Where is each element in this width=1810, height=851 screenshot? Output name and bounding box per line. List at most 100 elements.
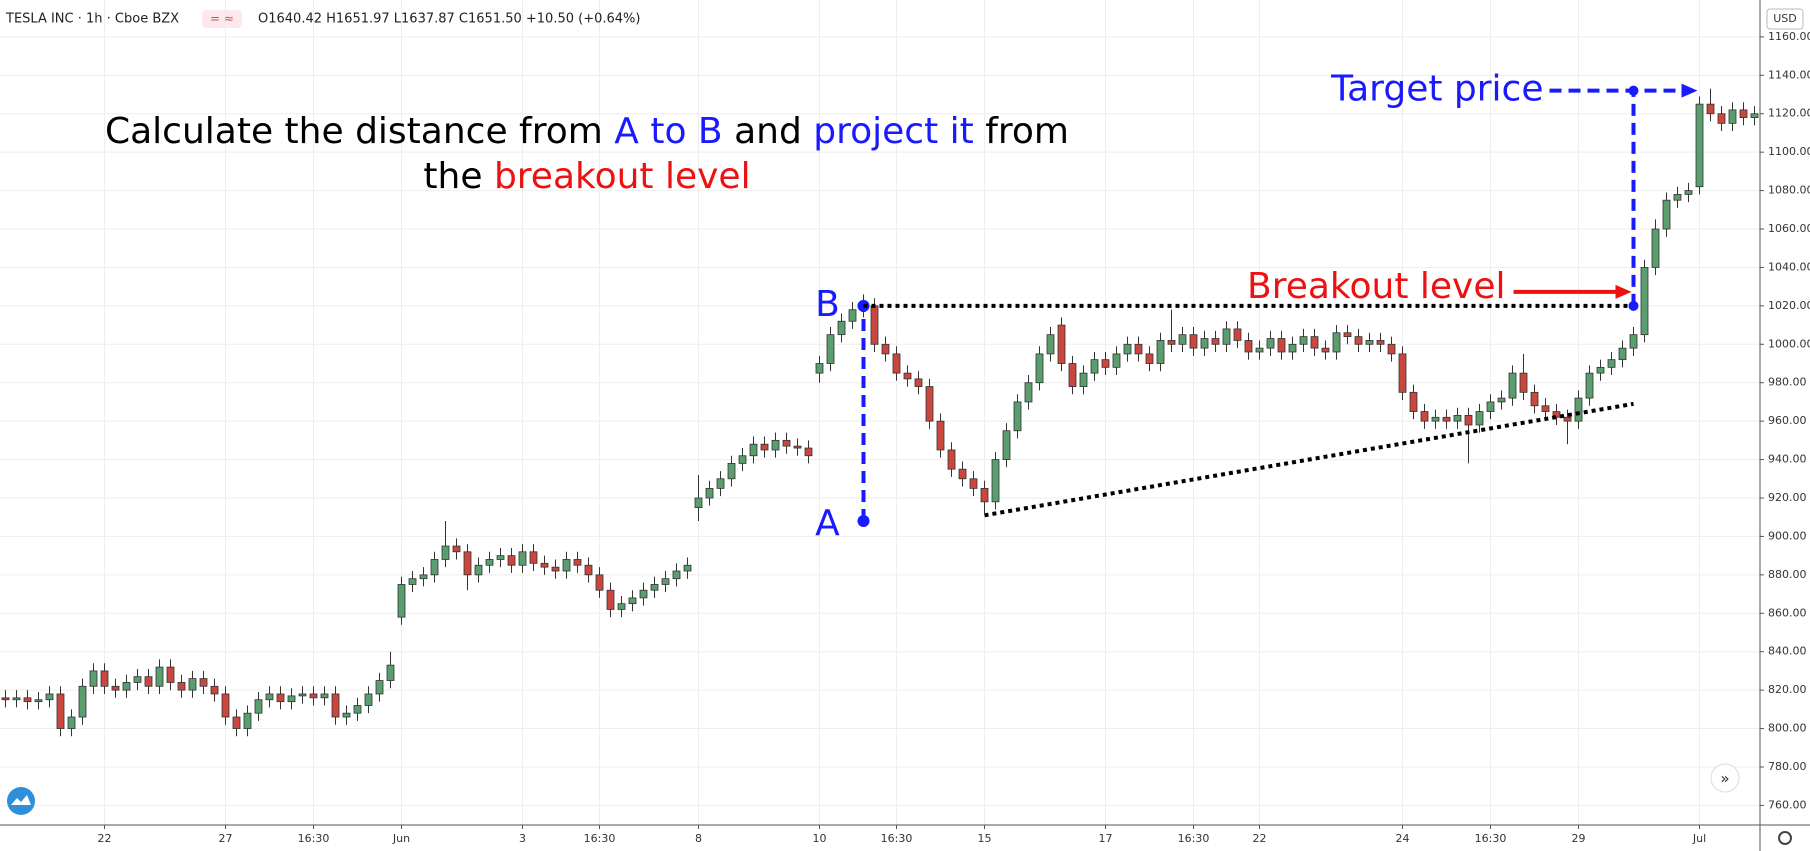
candle-body [199,678,208,687]
candle-body [969,478,978,489]
candle-body [287,695,296,703]
candle-body [419,574,428,580]
candle-body [1,697,10,701]
candle-body [661,578,670,585]
candle-body [1684,190,1693,195]
candle-body [254,699,263,714]
candle-body [1530,391,1539,407]
candle-body [1409,391,1418,412]
candle-body [1024,382,1033,403]
candle-body [1156,340,1165,364]
candle-body [78,685,87,718]
candle-body [1618,347,1627,361]
candle-body [760,443,769,451]
candle-body [1200,338,1209,349]
settings-icon[interactable] [1778,831,1792,845]
y-tick-label: 1160.00 [1768,30,1810,43]
candle-body [474,564,483,576]
x-tick-label: 29 [1572,832,1586,845]
candle-body [1387,343,1396,355]
candle-body [1167,340,1176,345]
candle-body [1376,340,1385,345]
candle-body [1629,334,1638,349]
candle-body [925,386,934,422]
candle-body [298,693,307,697]
candle-body [815,363,824,374]
candle-body [1266,338,1275,349]
candle-body [265,693,274,701]
candle-body [1310,336,1319,349]
y-tick-label: 1000.00 [1768,337,1810,350]
candle-body [1112,353,1121,368]
candle-body [155,666,164,687]
y-tick-label: 1120.00 [1768,107,1810,120]
candle-body [958,468,967,480]
candle-body [320,693,329,699]
candle-body [1486,401,1495,412]
x-tick-label: Jun [392,832,410,845]
candle-body [1178,334,1187,345]
y-tick-label: 1060.00 [1768,222,1810,235]
candle-body [936,420,945,451]
candle-body [749,443,758,457]
currency: USD [1773,12,1797,25]
candle-body [639,589,648,599]
candle-body [1453,414,1462,422]
scroll-icon: » [1720,770,1729,788]
candle-body [1728,109,1737,124]
candle-body [1244,340,1253,353]
scroll-button[interactable] [1710,763,1740,793]
candle-body [716,478,725,489]
x-tick-label: 22 [98,832,112,845]
symbol-title: TESLA INC · 1h · Cboe BZX [5,12,179,27]
caption-segment: breakout level [494,156,751,197]
candle-body [67,716,76,729]
candle-body [1574,397,1583,422]
x-tick-label: 22 [1253,832,1267,845]
candle-body [1189,334,1198,349]
y-tick-label: 780.00 [1768,760,1807,773]
y-tick-label: 960.00 [1768,414,1807,427]
candle-body [595,574,604,591]
indicator-toggle[interactable] [202,10,242,28]
candle-body [1332,332,1341,353]
indicator-icon: = ≈ [210,12,234,26]
candle-body [1255,347,1264,353]
candle-body [947,449,956,470]
label-a: A [815,503,840,544]
candle-body [705,487,714,499]
candle-body [1057,324,1066,364]
candle-body [870,305,879,345]
candle-body [771,439,780,451]
candle-body [1673,194,1682,201]
logo[interactable] [7,787,35,815]
x-tick-label: 16:30 [298,832,330,845]
breakout-arrowhead [1615,284,1632,299]
support-trendline [984,401,1634,518]
y-tick-label: 820.00 [1768,683,1807,696]
candle-body [672,570,681,580]
candle-body [34,699,43,703]
candle-body [1233,328,1242,341]
y-tick-label: 840.00 [1768,645,1807,658]
candle-body [1090,359,1099,374]
x-tick-label: Jul [1692,832,1706,845]
candle-body [243,712,252,729]
x-tick-label: 10 [813,832,827,845]
caption-line: Calculate the distance from A to B and p… [105,111,1069,152]
candle-body [1695,103,1704,188]
candle-body [1640,267,1649,336]
y-tick-label: 1040.00 [1768,260,1810,273]
currency-box [1766,8,1804,30]
x-tick-label: 15 [978,832,992,845]
candle-body [914,378,923,387]
candle-body [1585,372,1594,399]
candle-body [1013,401,1022,432]
y-tick-label: 800.00 [1768,722,1807,735]
candle-body [309,693,318,699]
candle-body [122,682,131,691]
x-tick-label: 16:30 [584,832,616,845]
caption-segment: the [423,156,494,197]
candle-body [1398,353,1407,393]
